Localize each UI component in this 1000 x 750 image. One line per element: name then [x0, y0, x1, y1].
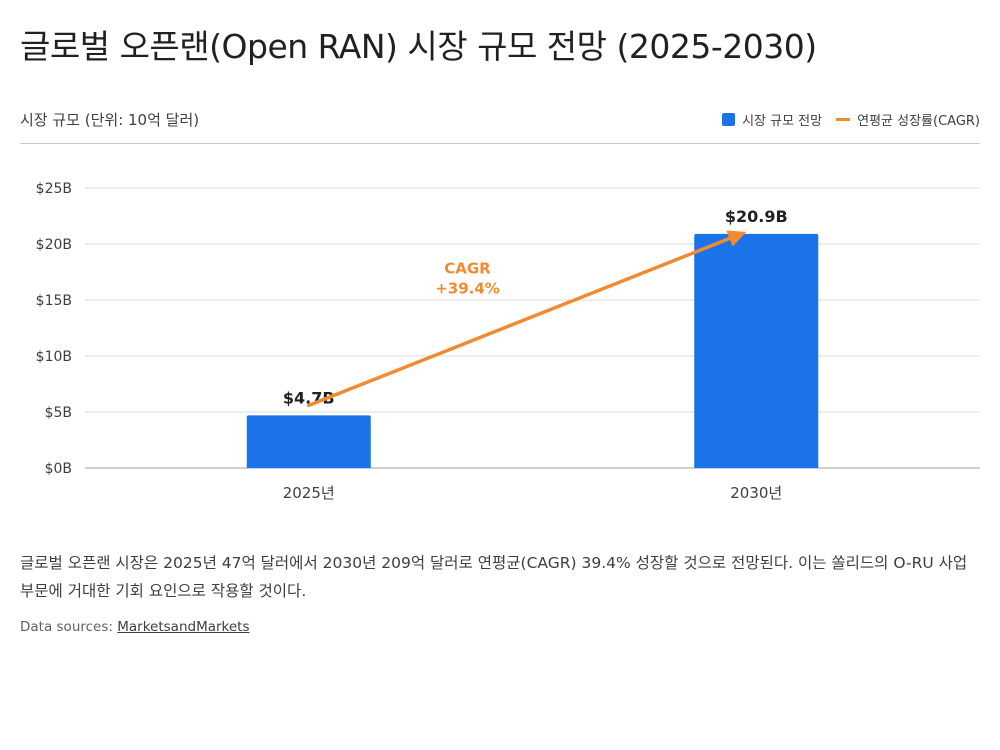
chart-title: 글로벌 오픈랜(Open RAN) 시장 규모 전망 (2025-2030): [20, 27, 817, 66]
cagr-annotation-value: +39.4%: [435, 280, 500, 298]
legend: 시장 규모 전망 연평균 성장률(CAGR): [708, 110, 980, 129]
source-prefix: Data sources:: [20, 619, 118, 635]
y-tick-label: $5B: [45, 405, 72, 421]
legend-bar-swatch: [722, 113, 736, 126]
x-tick-label: 2025년: [283, 484, 335, 502]
description-text: 글로벌 오픈랜 시장은 2025년 47억 달러에서 2030년 209억 달러…: [20, 554, 968, 600]
header-divider: [20, 143, 980, 144]
data-label: $20.9B: [725, 207, 788, 226]
cagr-arrow-head: [726, 230, 747, 247]
bar: [694, 233, 819, 468]
y-tick-label: $25B: [36, 181, 72, 197]
bar-chart: $0B $5B $10B $15B $20B $25B 2025년 $4.7B 2030년 $20…: [36, 181, 980, 502]
y-tick-label: $15B: [36, 293, 72, 309]
data-source: Data sources: MarketsandMarkets: [20, 619, 250, 635]
y-tick-label: $10B: [36, 349, 72, 365]
unit-subtitle: 시장 규모 (단위: 10억 달러): [20, 111, 200, 129]
source-link[interactable]: MarketsandMarkets: [117, 619, 250, 635]
y-tick-label: $0B: [45, 461, 72, 477]
legend-item-bar: 시장 규모 전망: [722, 110, 822, 129]
bar: [246, 415, 371, 468]
cagr-annotation-label: CAGR: [444, 260, 491, 278]
legend-bar-label: 시장 규모 전망: [742, 114, 823, 129]
x-tick-label: 2030년: [730, 484, 782, 502]
legend-item-line: 연평균 성장률(CAGR): [836, 110, 980, 129]
y-tick-label: $20B: [36, 237, 72, 253]
data-label: $4.7B: [283, 388, 335, 407]
legend-line-label: 연평균 성장률(CAGR): [857, 114, 980, 129]
legend-line-swatch: [836, 118, 851, 121]
cagr-arrow-line: [307, 236, 733, 408]
